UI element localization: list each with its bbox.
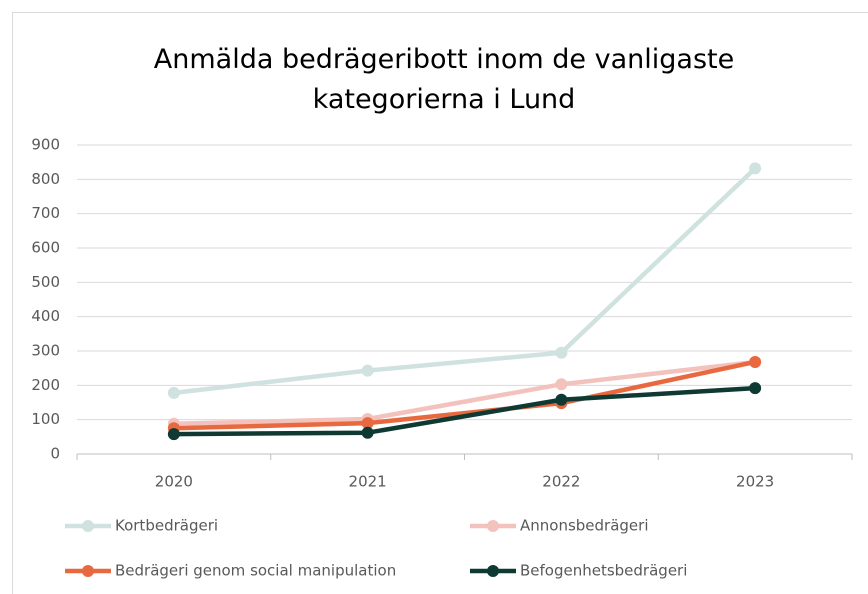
x-tick-label: 2022 [542,473,580,491]
y-tick-label: 600 [31,239,60,257]
series-line [173,166,757,396]
series-line [173,359,756,431]
x-tick-label: 2021 [349,473,387,491]
x-tick-label: 2020 [155,473,193,491]
chart-border [12,12,868,594]
data-point [555,378,568,391]
legend-marker [487,520,499,532]
y-tick-label: 300 [31,342,60,360]
legend-label: Bedrägeri genom social manipulation [115,562,396,580]
series-line [173,359,756,427]
y-tick-label: 800 [31,170,60,188]
y-tick-label: 200 [31,376,60,394]
legend-marker [82,565,94,577]
data-point [361,364,374,377]
y-tick-label: 0 [50,445,60,463]
data-point [749,355,762,368]
data-point [749,382,762,395]
legend-label: Annonsbedrägeri [520,517,649,535]
data-point [749,162,762,175]
data-point [167,428,180,441]
y-tick-label: 400 [31,307,60,325]
y-tick-label: 100 [31,410,60,428]
y-tick-label: 700 [31,204,60,222]
legend-marker [82,520,94,532]
legend-label: Kortbedrägeri [115,517,218,535]
legend-label: Befogenhetsbedrägeri [520,562,687,580]
series-line [173,385,756,437]
x-tick-label: 2023 [736,473,774,491]
data-point [167,386,180,399]
data-point [555,346,568,359]
data-point [555,393,568,406]
y-tick-label: 900 [31,136,60,154]
y-tick-label: 500 [31,273,60,291]
legend-marker [487,565,499,577]
chart-title: Anmälda bedrägeribott inom de vanligaste… [153,44,735,115]
data-point [361,426,374,439]
data-point [361,417,374,430]
